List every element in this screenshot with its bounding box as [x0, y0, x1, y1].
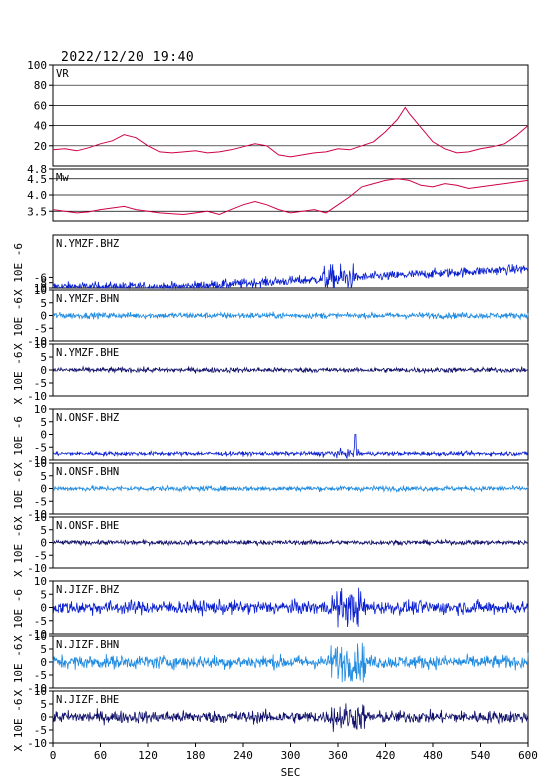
- y-axis-label: X 10E -6: [12, 297, 25, 350]
- series-line: [52, 365, 529, 375]
- y-tick-label: 80: [34, 79, 47, 92]
- y-tick-label: -5: [34, 724, 47, 737]
- y-tick-label: 0: [40, 656, 47, 669]
- series-label: N.ONSF.BHE: [56, 520, 119, 532]
- y-tick-label: 10: [34, 685, 47, 698]
- y-axis-label: X 10E -6: [12, 524, 25, 577]
- y-tick-label: 10: [34, 282, 47, 295]
- y-tick-label: -10: [27, 335, 47, 348]
- series-line: [52, 538, 529, 547]
- y-tick-label: 0: [40, 364, 47, 377]
- x-tick-label: 240: [233, 749, 253, 762]
- y-tick-label: 4.0: [27, 189, 47, 202]
- x-tick-label: 480: [423, 749, 443, 762]
- y-axis-label: X 10E -6: [12, 644, 25, 697]
- chart-title: 2022/12/20 19:40: [61, 50, 195, 65]
- y-tick-label: -6: [34, 271, 47, 284]
- y-tick-label: 20: [34, 140, 47, 153]
- y-tick-label: -10: [27, 562, 47, 575]
- panel-frame: [52, 64, 529, 167]
- y-tick-label: 0: [40, 602, 47, 615]
- y-axis-label: X 10E -6: [12, 699, 25, 752]
- y-tick-label: -10: [27, 454, 47, 467]
- y-axis-label: X 10E -6: [12, 589, 25, 642]
- y-tick-label: 0: [40, 483, 47, 496]
- x-tick-label: 540: [471, 749, 491, 762]
- y-tick-label: 10: [34, 630, 47, 643]
- x-tick-label: 600: [518, 749, 538, 762]
- y-tick-label: -10: [27, 682, 47, 695]
- y-tick-label: 5: [40, 470, 47, 483]
- series-line: [52, 703, 529, 732]
- panel-frame: [52, 234, 529, 289]
- y-tick-label: 10: [34, 284, 47, 297]
- y-tick-label: -5: [34, 441, 47, 454]
- y-tick-label: -10: [27, 628, 47, 641]
- series-line: [52, 263, 529, 290]
- y-axis-label: X 10E -6: [12, 470, 25, 523]
- x-tick-label: 420: [376, 749, 396, 762]
- series-label: N.ONSF.BHN: [56, 466, 119, 478]
- y-tick-label: -10: [27, 737, 47, 750]
- y-tick-label: -5: [34, 495, 47, 508]
- y-axis-label: X 10E -6: [12, 352, 25, 405]
- y-tick-label: 4.5: [27, 173, 47, 186]
- y-tick-label: 5: [40, 698, 47, 711]
- y-axis-label: X 10E -6: [12, 243, 25, 296]
- y-tick-label: -5: [34, 615, 47, 628]
- series-label: VR: [56, 68, 69, 80]
- y-tick-label: 0: [40, 537, 47, 550]
- y-axis-label: X 10E -6: [12, 416, 25, 469]
- y-tick-label: 10: [34, 575, 47, 588]
- x-axis-label: SEC: [281, 766, 301, 779]
- y-tick-label: 10: [34, 511, 47, 524]
- series-line: [52, 642, 529, 683]
- y-tick-label: 100: [27, 59, 47, 72]
- series-label: N.JIZF.BHZ: [56, 584, 119, 596]
- y-tick-label: 0: [40, 310, 47, 323]
- y-tick-label: -10: [27, 390, 47, 403]
- x-tick-label: 120: [138, 749, 158, 762]
- y-tick-label: 5: [40, 643, 47, 656]
- series-line: [52, 106, 529, 158]
- series-label: N.YMZF.BHZ: [56, 238, 119, 250]
- x-tick-label: 360: [328, 749, 348, 762]
- y-tick-label: -5: [34, 322, 47, 335]
- series-line: [52, 484, 529, 493]
- y-tick-label: 5: [40, 351, 47, 364]
- y-tick-label: 10: [34, 457, 47, 470]
- y-tick-label: -5: [34, 669, 47, 682]
- y-tick-label: 3.5: [27, 205, 47, 218]
- y-tick-label: 5: [40, 297, 47, 310]
- y-tick-label: 10: [34, 403, 47, 416]
- x-tick-label: 60: [94, 749, 107, 762]
- series-line: [52, 434, 529, 460]
- series-line: [52, 178, 529, 216]
- y-tick-label: 5: [40, 588, 47, 601]
- y-tick-label: 60: [34, 99, 47, 112]
- y-tick-label: 0: [40, 429, 47, 442]
- y-tick-label: -5: [34, 549, 47, 562]
- series-line: [52, 587, 529, 628]
- series-label: Mw: [56, 172, 69, 184]
- series-line: [52, 311, 529, 321]
- y-tick-label: 40: [34, 120, 47, 133]
- y-tick-label: -5: [34, 377, 47, 390]
- y-tick-label: 8: [40, 277, 47, 290]
- y-tick-label: 10: [34, 338, 47, 351]
- series-label: N.YMZF.BHE: [56, 347, 119, 359]
- series-label: N.JIZF.BHE: [56, 694, 119, 706]
- series-label: N.YMZF.BHN: [56, 293, 119, 305]
- y-tick-label: 5: [40, 416, 47, 429]
- y-tick-label: 0: [40, 711, 47, 724]
- x-tick-label: 300: [281, 749, 301, 762]
- x-tick-label: 180: [186, 749, 206, 762]
- y-tick-label: 4.8: [27, 163, 47, 176]
- y-tick-label: 5: [40, 524, 47, 537]
- series-label: N.JIZF.BHN: [56, 639, 119, 651]
- x-tick-label: 0: [50, 749, 57, 762]
- y-tick-label: -10: [27, 508, 47, 521]
- series-label: N.ONSF.BHZ: [56, 412, 119, 424]
